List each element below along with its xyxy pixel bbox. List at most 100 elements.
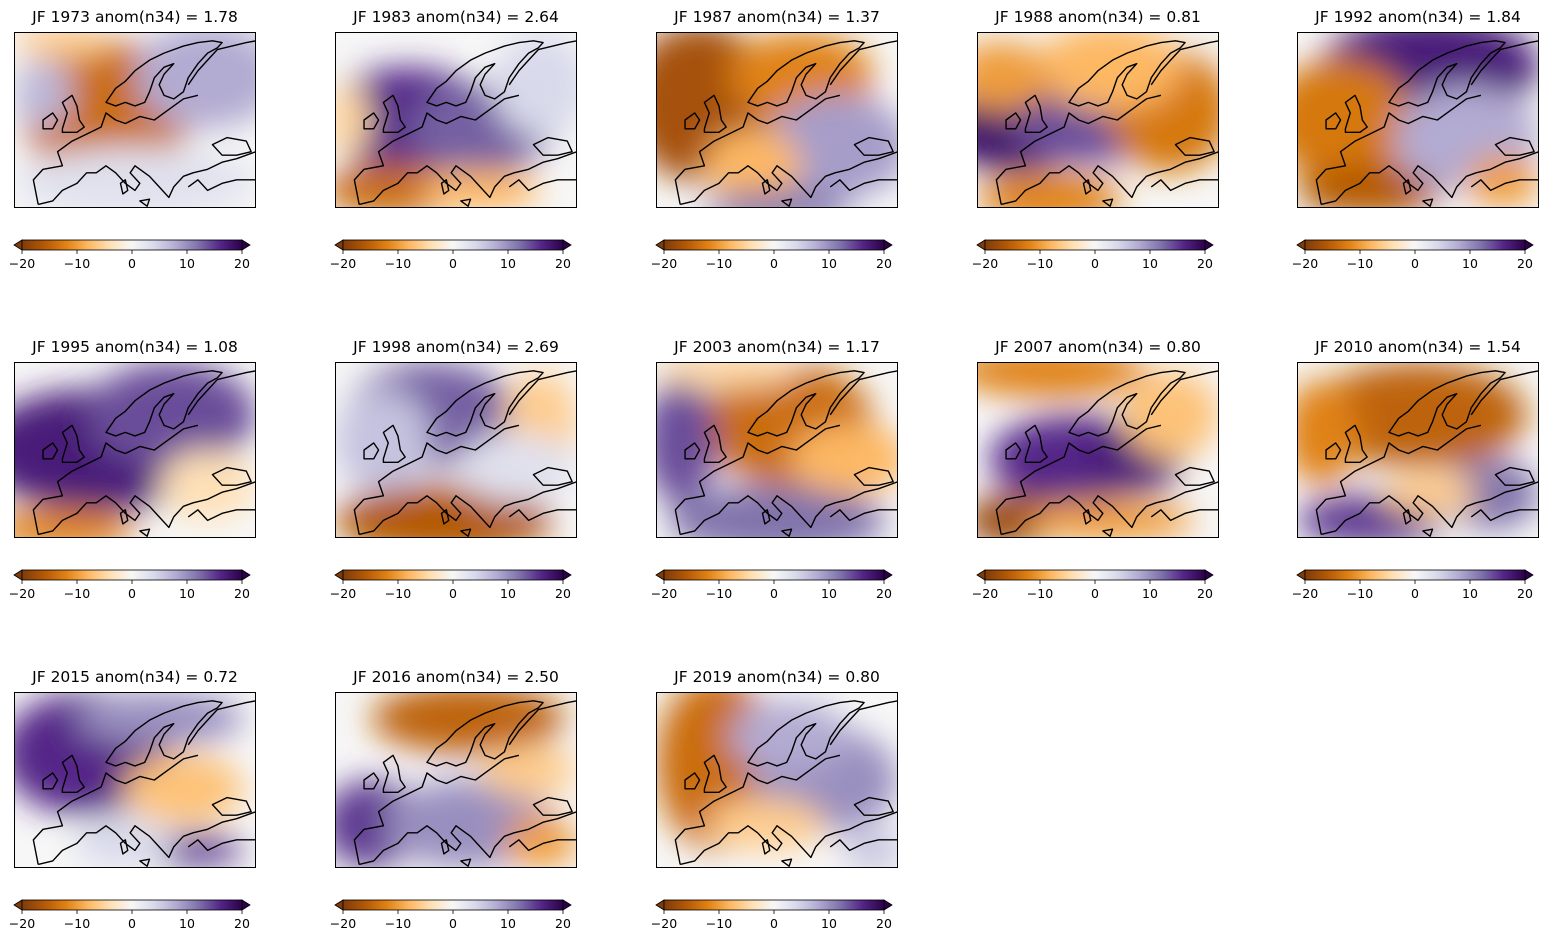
- coastline: [1175, 468, 1214, 486]
- coastline: [188, 180, 256, 191]
- coastline: [1423, 529, 1433, 536]
- colorbar-tick-label: 20: [555, 256, 571, 271]
- colorbar-extend-high: [562, 239, 572, 251]
- colorbar-tick-label: −10: [385, 256, 411, 271]
- colorbar-gradient: [342, 899, 564, 911]
- colorbar-tick-label: 10: [500, 586, 516, 601]
- coastline: [1151, 41, 1219, 85]
- panel-title: JF 2015 anom(n34) = 0.72: [32, 668, 238, 686]
- coastline: [748, 41, 864, 106]
- colorbar-extend-high: [241, 239, 251, 251]
- panel-title: JF 1992 anom(n34) = 1.84: [1315, 8, 1521, 26]
- colorbar-extend-high: [1204, 239, 1214, 251]
- anomaly-field: [14, 32, 111, 59]
- colorbar-extend-low: [655, 899, 665, 911]
- colorbar-tick-label: 0: [1091, 256, 1099, 271]
- colorbar-tick-label: 10: [179, 256, 195, 271]
- colorbar-tick-label: 20: [555, 586, 571, 601]
- coastline: [830, 701, 898, 745]
- anomaly-field: [371, 692, 565, 754]
- map-panel: JF 1998 anom(n34) = 2.69 −20 −10 0 10 20: [321, 330, 621, 605]
- coastline: [427, 41, 543, 106]
- colorbar-extend-low: [655, 239, 665, 251]
- coastline: [685, 773, 700, 789]
- coastline: [685, 113, 700, 129]
- coastline: [1025, 95, 1047, 132]
- coastline: [854, 468, 893, 486]
- coastline: [1495, 468, 1534, 486]
- colorbar-extend-low: [13, 569, 23, 581]
- coastline: [441, 840, 448, 854]
- colorbar-extend-low: [1296, 239, 1306, 251]
- anomaly-field: [844, 829, 898, 868]
- colorbar-tick-label: −10: [1347, 586, 1373, 601]
- anomaly-map: [1297, 32, 1539, 208]
- anomaly-field: [1309, 362, 1527, 468]
- colorbar-extend-high: [883, 569, 893, 581]
- coastline: [106, 371, 222, 436]
- colorbar-tick-label: 0: [128, 916, 136, 931]
- colorbar: −20 −10 0 10 20: [1292, 239, 1534, 271]
- map-frame: [1297, 362, 1539, 538]
- coastline: [704, 95, 726, 132]
- coastline: [1025, 425, 1047, 462]
- colorbar-tick-label: 20: [1197, 586, 1213, 601]
- coastline: [212, 138, 251, 156]
- coastline: [383, 425, 405, 462]
- colorbar-tick-label: −10: [1027, 256, 1053, 271]
- colorbar: −20 −10 0 10 20: [972, 239, 1214, 271]
- coastline: [675, 755, 840, 864]
- colorbar-tick-label: −20: [651, 256, 677, 271]
- map-panel: JF 1987 anom(n34) = 1.37 −20 −10 0 10 20: [642, 0, 942, 275]
- coastline: [140, 199, 150, 206]
- coastline: [354, 425, 519, 534]
- colorbar: −20 −10 0 10 20: [651, 569, 893, 601]
- coastline: [509, 180, 577, 191]
- coastline: [1471, 180, 1539, 191]
- anomaly-map: [335, 32, 577, 208]
- colorbar-gradient: [1304, 239, 1526, 251]
- coastline: [212, 468, 251, 486]
- colorbar-tick-label: 10: [821, 586, 837, 601]
- coastline: [120, 180, 127, 194]
- coastline: [1326, 113, 1341, 129]
- colorbar-tick-label: 0: [449, 256, 457, 271]
- coastline: [188, 840, 256, 851]
- coastline: [62, 755, 84, 792]
- anomaly-field: [704, 797, 826, 851]
- colorbar-extend-low: [1296, 569, 1306, 581]
- colorbar-tick-label: 0: [128, 256, 136, 271]
- coastline: [1151, 510, 1219, 521]
- map-panel: JF 2010 anom(n34) = 1.54 −20 −10 0 10 20: [1283, 330, 1548, 605]
- colorbar-tick-label: −10: [385, 916, 411, 931]
- anomaly-map: [335, 692, 577, 868]
- coastline: [354, 755, 519, 864]
- coastline: [1069, 41, 1185, 106]
- colorbar-tick-label: −20: [972, 586, 998, 601]
- coastline: [359, 482, 577, 535]
- coastline: [188, 701, 256, 745]
- colorbar-tick-label: 20: [876, 256, 892, 271]
- coastline: [1403, 180, 1410, 194]
- colorbar-tick-label: −20: [330, 916, 356, 931]
- coastline: [1423, 199, 1433, 206]
- anomaly-field: [480, 744, 577, 798]
- colorbar: −20 −10 0 10 20: [651, 899, 893, 931]
- map-panel: JF 2015 anom(n34) = 0.72 −20 −10 0 10 20: [0, 660, 300, 935]
- coastline: [762, 510, 769, 524]
- map-frame: [977, 362, 1219, 538]
- coastline: [140, 529, 150, 536]
- colorbar-tick-label: 20: [876, 916, 892, 931]
- anomaly-field: [656, 379, 717, 503]
- colorbar-tick-label: 0: [770, 916, 778, 931]
- coastline: [1345, 425, 1367, 462]
- coastline: [830, 180, 898, 191]
- colorbar-tick-label: −20: [651, 586, 677, 601]
- coastline: [1389, 41, 1505, 106]
- coastline: [830, 510, 898, 521]
- colorbar-tick-label: −20: [9, 586, 35, 601]
- colorbar-extend-high: [883, 239, 893, 251]
- coastline: [383, 755, 405, 792]
- coastline: [33, 425, 198, 534]
